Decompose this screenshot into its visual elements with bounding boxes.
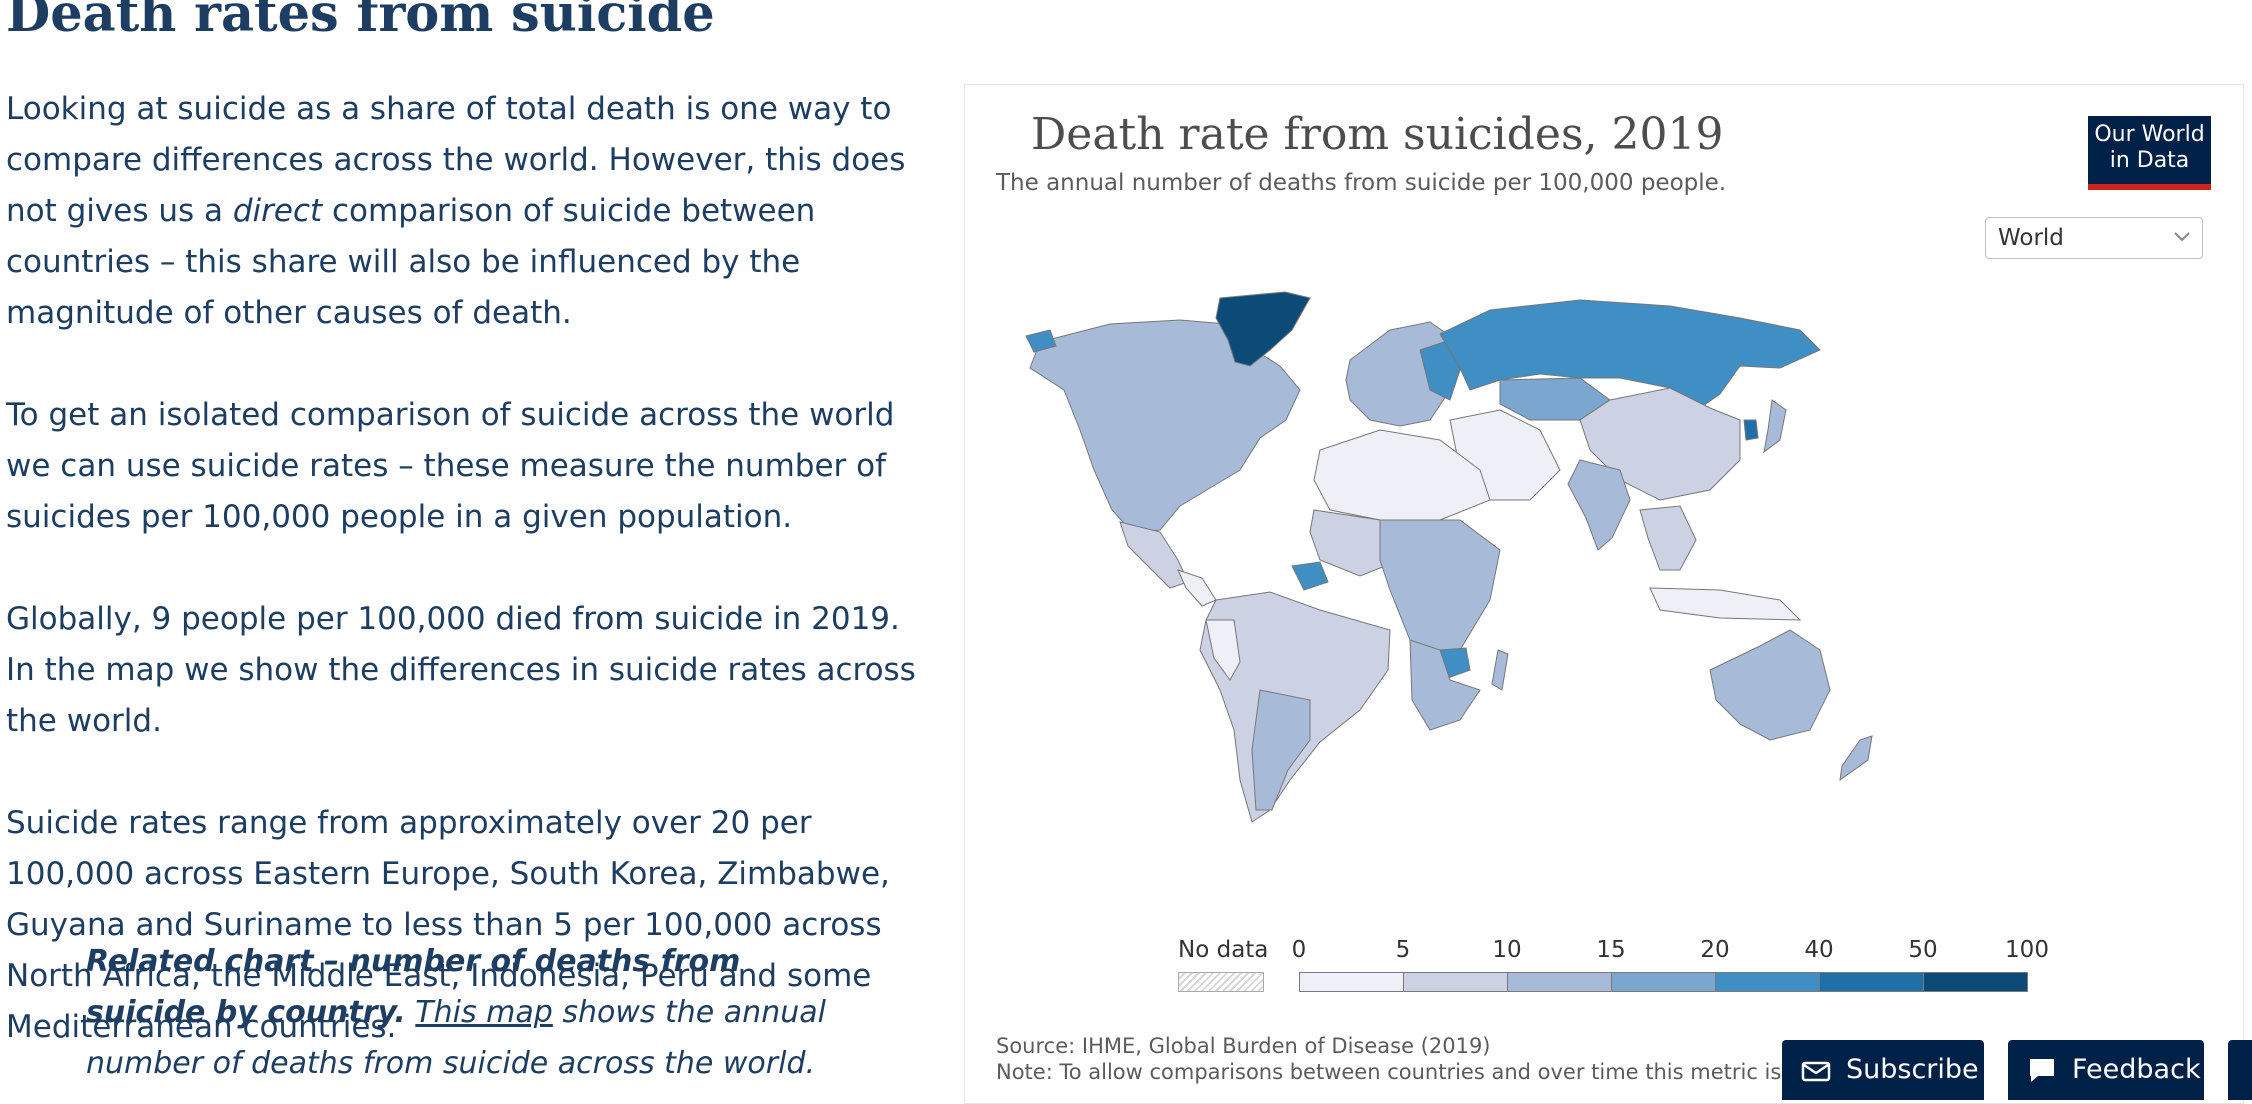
legend-bin-15-20[interactable] <box>1611 972 1716 992</box>
chart-source: Source: IHME, Global Burden of Disease (… <box>996 1034 1491 1058</box>
region-selector-value: World <box>1998 225 2064 251</box>
legend-tick-label: 20 <box>1700 937 1730 963</box>
map-region-mexico[interactable] <box>1119 521 1189 589</box>
edge-button[interactable] <box>2228 1040 2252 1100</box>
world-map[interactable] <box>1020 270 2150 830</box>
map-region-japan[interactable] <box>1763 399 1787 454</box>
map-region-southern-africa[interactable] <box>1409 639 1481 731</box>
comment-icon <box>2030 1059 2054 1082</box>
legend-tick-label: 10 <box>1492 937 1522 963</box>
owid-logo[interactable]: Our World in Data <box>2088 116 2211 190</box>
map-region-australia[interactable] <box>1709 629 1831 741</box>
map-region-north-africa[interactable] <box>1313 429 1491 521</box>
related-chart-callout: Related chart – number of deaths from su… <box>86 936 846 1089</box>
emphasis-direct: direct <box>232 193 323 229</box>
paragraph-1: Looking at suicide as a share of total d… <box>6 91 906 331</box>
page-title: Death rates from suicide <box>6 0 715 44</box>
chart-subtitle: The annual number of deaths from suicide… <box>996 170 1727 196</box>
chevron-down-icon <box>2174 232 2190 242</box>
callout-heading: Related chart – number of deaths from su… <box>86 944 741 1030</box>
map-region-peru[interactable] <box>1205 619 1241 681</box>
paragraph-4: Suicide rates range from approximately o… <box>6 805 890 1045</box>
map-region-india[interactable] <box>1567 459 1631 551</box>
legend-tick-label: 100 <box>2005 937 2049 963</box>
paragraph-2: To get an isolated comparison of suicide… <box>6 397 895 535</box>
legend-tick-label: 5 <box>1395 937 1411 963</box>
legend-bin-0-5[interactable] <box>1299 972 1404 992</box>
map-region-russia[interactable] <box>1439 299 1821 409</box>
legend-no-data-label: No data <box>1178 937 1269 963</box>
legend-tick-label: 40 <box>1804 937 1834 963</box>
map-region-madagascar[interactable] <box>1491 649 1509 691</box>
legend-bin-50-100[interactable] <box>1923 972 2028 992</box>
legend-bin-5-10[interactable] <box>1403 972 1508 992</box>
feedback-button[interactable]: Feedback <box>2008 1040 2204 1100</box>
region-selector[interactable]: World <box>1985 217 2203 259</box>
legend-tick-label: 15 <box>1596 937 1626 963</box>
chart-note: Note: To allow comparisons between count… <box>996 1060 1796 1084</box>
article-body: Looking at suicide as a share of total d… <box>6 84 926 1104</box>
legend-bin-20-40[interactable] <box>1715 972 1820 992</box>
map-region-southeast-asia[interactable] <box>1639 505 1697 571</box>
legend-no-data-swatch <box>1178 972 1264 992</box>
map-region-argentina[interactable] <box>1251 689 1311 811</box>
map-region-alaska[interactable] <box>1025 329 1057 353</box>
this-map-link[interactable]: This map <box>415 995 553 1030</box>
envelope-icon <box>1801 1061 1831 1082</box>
callout-text: shows the annual number of deaths from s… <box>86 995 826 1081</box>
legend-tick-label: 50 <box>1908 937 1938 963</box>
map-region-south-korea[interactable] <box>1743 419 1759 441</box>
map-region-central-africa[interactable] <box>1379 519 1501 671</box>
legend-bin-40-50[interactable] <box>1819 972 1924 992</box>
map-region-indonesia[interactable] <box>1649 587 1802 621</box>
map-region-europe[interactable] <box>1345 321 1451 427</box>
map-region-central-america[interactable] <box>1177 569 1217 607</box>
map-region-new-zealand[interactable] <box>1839 735 1873 782</box>
legend-bin-10-15[interactable] <box>1507 972 1612 992</box>
legend-tick-label: 0 <box>1291 937 1307 963</box>
chart-title: Death rate from suicides, 2019 <box>1031 109 1724 160</box>
subscribe-button[interactable]: Subscribe <box>1782 1040 1984 1100</box>
map-region-greenland[interactable] <box>1215 291 1311 367</box>
map-region-guyana-suriname[interactable] <box>1291 561 1329 591</box>
paragraph-3: Globally, 9 people per 100,000 died from… <box>6 601 916 739</box>
